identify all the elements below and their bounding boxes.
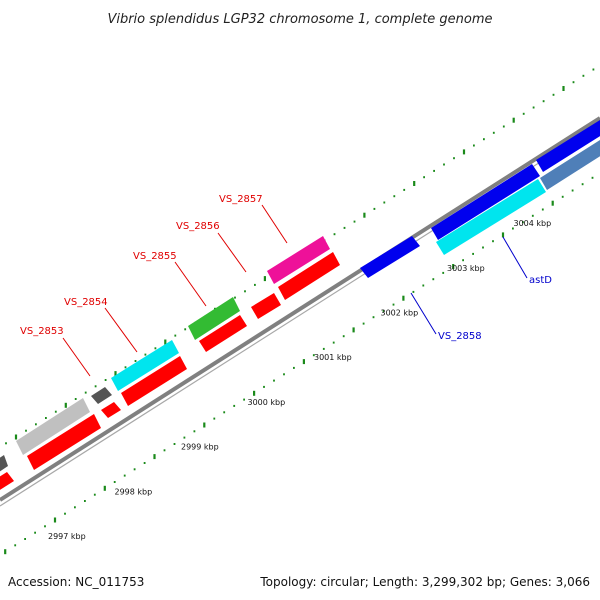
- scale-label: 3004 kbp: [514, 219, 552, 228]
- gene-feature[interactable]: [536, 120, 600, 172]
- gene-features[interactable]: [0, 120, 600, 493]
- scale-label: 2998 kbp: [115, 487, 153, 496]
- accession-text: Accession: NC_011753: [8, 575, 144, 589]
- gene-feature[interactable]: [0, 455, 8, 474]
- gene-feature[interactable]: [278, 252, 340, 300]
- gene-feature[interactable]: [121, 356, 187, 406]
- gene-feature[interactable]: [431, 164, 540, 240]
- map-title: Vibrio splendidus LGP32 chromosome 1, co…: [107, 12, 492, 27]
- gene-label-astd[interactable]: astD: [529, 275, 552, 286]
- gene-feature[interactable]: [360, 236, 420, 278]
- scale-label: 3000 kbp: [248, 398, 286, 407]
- gene-feature[interactable]: [27, 414, 101, 470]
- genome-summary-text: Topology: circular; Length: 3,299,302 bp…: [259, 575, 590, 589]
- gene-feature[interactable]: [199, 315, 247, 352]
- gene-labels: VS_2853 VS_2854 VS_2855 VS_2856 VS_2857 …: [20, 194, 552, 342]
- scale-label: 3002 kbp: [381, 309, 419, 318]
- scale-label: 2999 kbp: [181, 443, 219, 452]
- gene-label-vs2854[interactable]: VS_2854: [64, 297, 108, 308]
- gene-label-vs2855[interactable]: VS_2855: [133, 251, 177, 262]
- gene-feature[interactable]: [251, 293, 281, 319]
- gene-feature[interactable]: [111, 340, 179, 391]
- chromosome-backbone: [0, 116, 600, 507]
- gene-feature[interactable]: [0, 472, 14, 493]
- gene-feature[interactable]: [188, 297, 240, 340]
- gene-label-vs2857[interactable]: VS_2857: [219, 194, 263, 205]
- gene-feature[interactable]: [91, 387, 112, 404]
- scale-labels: 2997 kbp 2998 kbp 2999 kbp 3000 kbp 3001 kbp…: [48, 219, 551, 541]
- gene-feature[interactable]: [436, 179, 546, 255]
- gene-feature[interactable]: [267, 236, 330, 284]
- gene-label-vs2856[interactable]: VS_2856: [176, 221, 220, 232]
- scale-label: 3003 kbp: [447, 264, 485, 273]
- gene-feature[interactable]: [540, 140, 600, 190]
- gene-feature[interactable]: [101, 402, 121, 418]
- scale-label: 3001 kbp: [314, 353, 352, 362]
- gene-label-vs2853[interactable]: VS_2853: [20, 326, 64, 337]
- gene-feature[interactable]: [16, 398, 90, 455]
- label-leaders: [62, 204, 528, 377]
- gene-label-vs2858[interactable]: VS_2858: [438, 331, 482, 342]
- scale-label: 2997 kbp: [48, 532, 86, 541]
